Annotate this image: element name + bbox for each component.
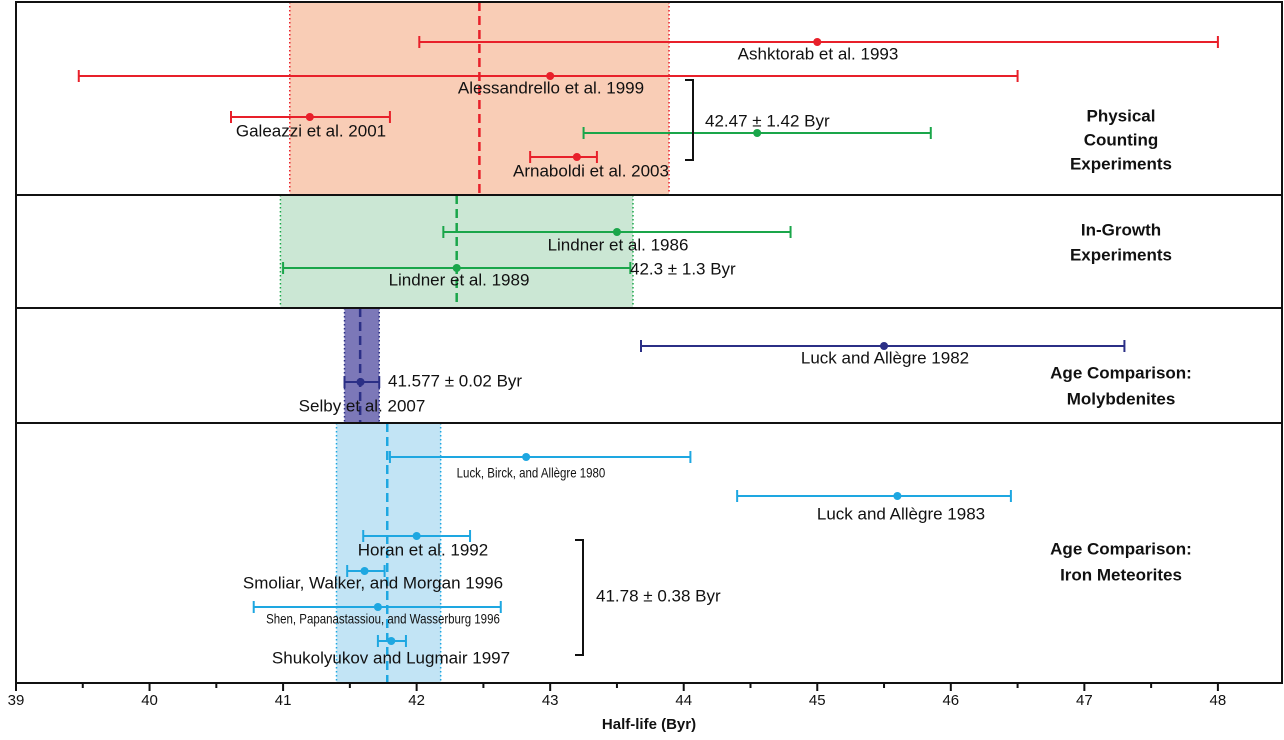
item-label: Luck and Allègre 1982 [801,348,969,367]
item-label: Lindner et al. 1986 [548,235,689,254]
point [387,637,396,645]
item-label: Shukolyukov and Lugmair 1997 [272,648,510,667]
item-label: Galeazzi et al. 2001 [236,121,386,140]
x-tick-label: 48 [1210,692,1227,709]
item-label: Smoliar, Walker, and Morgan 1996 [243,573,503,592]
point [360,567,369,575]
point [373,603,382,611]
point [522,453,531,461]
point [356,378,365,386]
panel-title: Counting [1084,130,1159,149]
panel-title: Experiments [1070,245,1172,264]
point [813,38,822,46]
x-tick-label: 42 [408,692,425,709]
x-tick-label: 40 [141,692,158,709]
x-tick-label: 43 [542,692,559,709]
item-label: Alessandrello et al. 1999 [458,78,644,97]
panel-title: Physical [1087,106,1156,125]
panel-title: Molybdenites [1067,389,1176,408]
panel-title: Iron Meteorites [1060,565,1182,584]
point [412,532,421,540]
point [612,228,621,236]
bracket [575,539,584,656]
item-label: Horan et al. 1992 [358,540,488,559]
mean-label: 41.78 ± 0.38 Byr [596,586,721,605]
mean-label: 41.577 ± 0.02 Byr [388,371,522,390]
panel-title: In-Growth [1081,220,1161,239]
x-tick-label: 47 [1076,692,1093,709]
point [753,129,762,137]
bracket [685,79,694,161]
panel-title: Age Comparison: [1050,363,1192,382]
x-axis-label: Half-life (Byr) [602,716,696,733]
item-label: Arnaboldi et al. 2003 [513,161,669,180]
panel-title: Experiments [1070,154,1172,173]
item-label: Selby et al. 2007 [299,396,426,415]
item-label: Shen, Papanastassiou, and Wasserburg 199… [266,611,500,627]
point [546,72,555,80]
x-tick-label: 45 [809,692,826,709]
point [305,113,314,121]
item-label: Luck, Birck, and Allègre 1980 [457,465,606,481]
band [344,308,380,423]
item-label: Lindner et al. 1989 [389,270,530,289]
mean-label: 42.3 ± 1.3 Byr [630,259,736,278]
point [572,153,581,161]
point [893,492,902,500]
mean-label: 42.47 ± 1.42 Byr [705,111,830,130]
panel-title: Age Comparison: [1050,539,1192,558]
point [880,342,889,350]
x-tick-label: 44 [675,692,692,709]
point [452,264,461,272]
item-label: Luck and Allègre 1983 [817,504,985,523]
frame [15,1,1283,684]
item-label: Ashktorab et al. 1993 [738,44,899,63]
x-tick-label: 41 [275,692,292,709]
x-tick-label: 46 [942,692,959,709]
x-tick-label: 39 [8,692,25,709]
